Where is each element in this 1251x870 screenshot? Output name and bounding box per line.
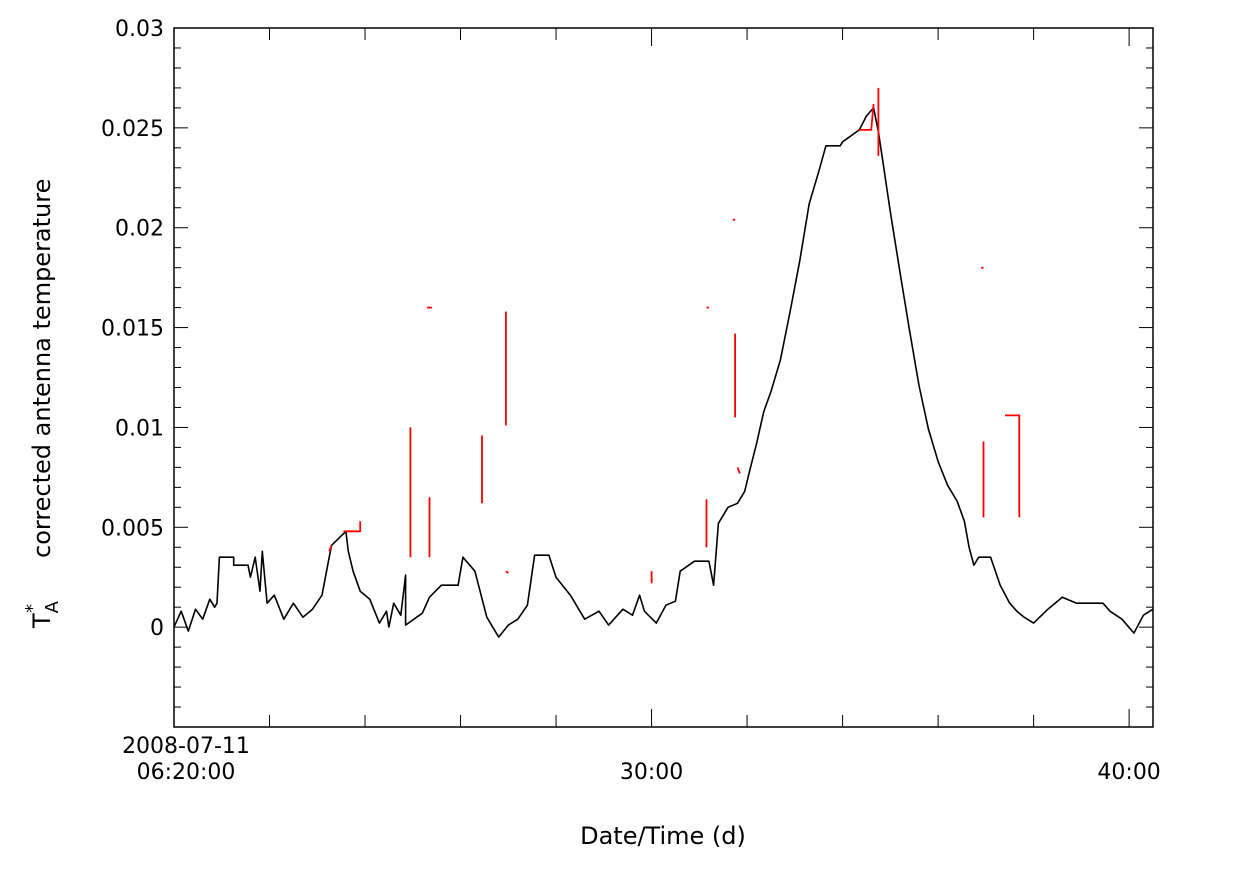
series-line-0 <box>173 107 1154 638</box>
x-tick-label: 30:00 <box>620 760 683 785</box>
series-segment-1-14 <box>859 103 875 131</box>
y-tick-label: 0.01 <box>115 416 164 441</box>
series-segment-1-0 <box>328 544 333 552</box>
y-tick-label: 0 <box>150 616 164 641</box>
x-tick-label: 2008-07-11 <box>122 734 250 759</box>
y-tick-label: 0.005 <box>101 516 164 541</box>
y-axis-symbol-sup: * <box>22 604 43 613</box>
x-axis-label: Date/Time (d) <box>580 822 746 850</box>
y-axis-symbol-sub: A <box>42 600 63 613</box>
series-segment-1-18 <box>1005 414 1021 518</box>
y-axis-label: corrected antenna temperature <box>28 179 56 558</box>
y-axis-symbol-t: T <box>28 613 56 629</box>
y-tick-label: 0.03 <box>115 17 164 42</box>
x-tick-label: 40:00 <box>1097 760 1160 785</box>
y-axis-label-group: TA* corrected antenna temperature <box>22 179 63 629</box>
series-layer <box>173 87 1154 638</box>
series-segment-1-13 <box>736 467 741 474</box>
y-axis-symbol: TA* <box>22 600 63 629</box>
y-tick-label: 0.025 <box>101 117 164 142</box>
y-tick-label: 0.015 <box>101 317 164 342</box>
x-tick-label: 06:20:00 <box>137 760 236 785</box>
axis-ticks <box>173 27 1153 728</box>
series-segment-1-1 <box>343 521 362 533</box>
y-tick-labels: 0 0.005 0.01 0.015 0.02 0.025 0.03 <box>101 17 164 641</box>
plot-frame <box>173 27 1154 728</box>
series-segment-1-7 <box>505 570 509 574</box>
y-tick-label: 0.02 <box>115 217 164 242</box>
